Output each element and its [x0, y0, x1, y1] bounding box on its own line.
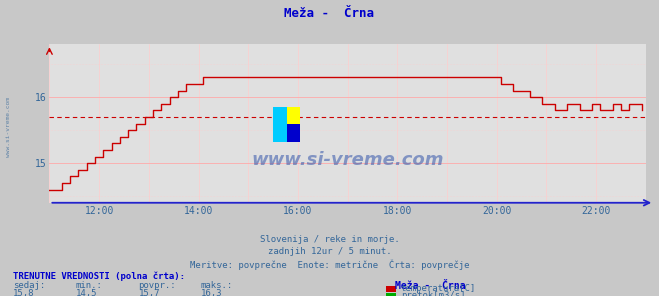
Text: zadnjih 12ur / 5 minut.: zadnjih 12ur / 5 minut.	[268, 247, 391, 256]
Text: 15,7: 15,7	[138, 289, 160, 296]
Bar	[287, 107, 300, 124]
Text: Meža -  Črna: Meža - Črna	[395, 281, 466, 291]
Text: min.:: min.:	[76, 281, 103, 289]
Text: 14,5: 14,5	[76, 289, 98, 296]
Bar	[273, 107, 287, 142]
Text: www.si-vreme.com: www.si-vreme.com	[6, 97, 11, 157]
Text: 15,8: 15,8	[13, 289, 35, 296]
Text: TRENUTNE VREDNOSTI (polna črta):: TRENUTNE VREDNOSTI (polna črta):	[13, 272, 185, 281]
Text: www.si-vreme.com: www.si-vreme.com	[251, 151, 444, 169]
Text: sedaj:: sedaj:	[13, 281, 45, 289]
Bar	[287, 124, 300, 142]
Text: temperatura[C]: temperatura[C]	[401, 284, 476, 293]
Text: maks.:: maks.:	[201, 281, 233, 289]
Text: 16,3: 16,3	[201, 289, 223, 296]
Text: pretok[m3/s]: pretok[m3/s]	[401, 292, 465, 296]
Text: Slovenija / reke in morje.: Slovenija / reke in morje.	[260, 235, 399, 244]
Text: Meža -  Črna: Meža - Črna	[285, 7, 374, 20]
Text: povpr.:: povpr.:	[138, 281, 176, 289]
Text: Meritve: povprečne  Enote: metrične  Črta: povprečje: Meritve: povprečne Enote: metrične Črta:…	[190, 259, 469, 269]
